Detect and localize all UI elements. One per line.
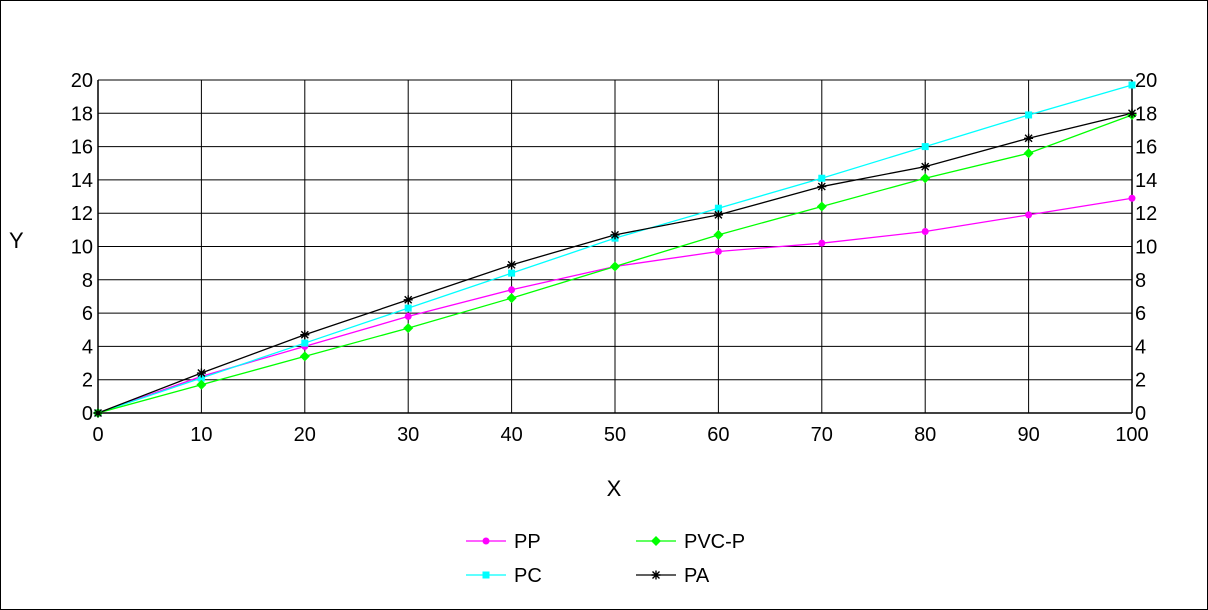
data-point-pa bbox=[610, 230, 620, 240]
data-point-pa bbox=[920, 162, 930, 172]
x-tick-label: 60 bbox=[707, 424, 729, 446]
data-point-pc bbox=[714, 204, 722, 212]
data-point-pvc-p bbox=[403, 323, 414, 334]
legend-marker-pa bbox=[651, 570, 661, 580]
legend-marker-pc bbox=[482, 571, 490, 579]
x-tick-label: 20 bbox=[294, 424, 316, 446]
y-tick-label: 4 bbox=[82, 336, 93, 358]
y-tick-label: 12 bbox=[71, 203, 93, 225]
data-point-pc bbox=[818, 174, 826, 182]
data-point-pa bbox=[196, 368, 206, 378]
y2-tick-label: 10 bbox=[1135, 237, 1157, 259]
data-point-pvc-p bbox=[196, 379, 207, 390]
y-tick-label: 10 bbox=[71, 237, 93, 259]
data-point-pp bbox=[921, 228, 929, 236]
y-tick-label: 2 bbox=[82, 370, 93, 392]
legend-label-pp: PP bbox=[514, 531, 541, 553]
y-tick-label: 6 bbox=[82, 303, 93, 325]
y2-tick-label: 18 bbox=[1135, 103, 1157, 125]
legend-label-pvc-p: PVC-P bbox=[684, 531, 745, 553]
data-point-pa bbox=[817, 182, 827, 192]
x-tick-label: 80 bbox=[914, 424, 936, 446]
data-point-pvc-p bbox=[713, 229, 724, 240]
y2-tick-label: 2 bbox=[1135, 370, 1146, 392]
data-point-pvc-p bbox=[920, 173, 931, 184]
series-markers bbox=[93, 81, 1137, 418]
data-point-pvc-p bbox=[1023, 148, 1034, 159]
data-point-pp bbox=[714, 247, 722, 255]
data-point-pp bbox=[1128, 194, 1136, 202]
data-point-pvc-p bbox=[299, 351, 310, 362]
y2-tick-label: 14 bbox=[1135, 170, 1157, 192]
data-point-pp bbox=[818, 239, 826, 247]
data-point-pc bbox=[1128, 81, 1136, 89]
data-point-pvc-p bbox=[816, 201, 827, 212]
x-tick-label: 90 bbox=[1017, 424, 1039, 446]
x-axis-title: X bbox=[607, 476, 622, 501]
x-tick-label: 70 bbox=[811, 424, 833, 446]
y-tick-label: 8 bbox=[82, 270, 93, 292]
x-tick-label: 10 bbox=[190, 424, 212, 446]
data-point-pa bbox=[403, 295, 413, 305]
y2-tick-label: 6 bbox=[1135, 303, 1146, 325]
x-tick-label: 30 bbox=[397, 424, 419, 446]
data-point-pp bbox=[1025, 211, 1033, 219]
legend-label-pa: PA bbox=[684, 565, 710, 587]
x-tick-label: 50 bbox=[604, 424, 626, 446]
y2-tick-label: 4 bbox=[1135, 336, 1146, 358]
legend: PP PC PVC-P PA bbox=[466, 531, 745, 587]
y2-tick-label: 12 bbox=[1135, 203, 1157, 225]
y2-tick-label: 8 bbox=[1135, 270, 1146, 292]
y-tick-label: 20 bbox=[71, 70, 93, 92]
data-point-pa bbox=[93, 408, 103, 418]
y-axis-title: Y bbox=[9, 228, 24, 253]
data-point-pc bbox=[301, 339, 309, 347]
data-point-pp bbox=[508, 286, 516, 294]
y-tick-label: 0 bbox=[82, 403, 93, 425]
data-point-pc bbox=[404, 304, 412, 312]
y2-tick-label: 20 bbox=[1135, 70, 1157, 92]
data-point-pa bbox=[300, 330, 310, 340]
data-point-pp bbox=[404, 312, 412, 320]
y-tick-label: 14 bbox=[71, 170, 93, 192]
data-point-pc bbox=[197, 374, 205, 382]
data-point-pc bbox=[508, 269, 516, 277]
data-point-pvc-p bbox=[506, 293, 517, 304]
y2-tick-label: 0 bbox=[1135, 403, 1146, 425]
data-point-pa bbox=[713, 210, 723, 220]
data-point-pc bbox=[1025, 111, 1033, 119]
legend-marker-pvc-p bbox=[651, 536, 661, 546]
data-point-pvc-p bbox=[610, 261, 620, 272]
legend-marker-pp bbox=[482, 537, 490, 545]
y-tick-label: 18 bbox=[71, 103, 93, 125]
data-point-pa bbox=[1024, 133, 1034, 143]
y2-tick-label: 16 bbox=[1135, 137, 1157, 159]
x-tick-label: 100 bbox=[1115, 424, 1148, 446]
x-tick-label: 40 bbox=[500, 424, 522, 446]
legend-label-pc: PC bbox=[514, 565, 542, 587]
x-tick-label: 0 bbox=[92, 424, 103, 446]
y-tick-label: 16 bbox=[71, 137, 93, 159]
data-point-pc bbox=[921, 143, 929, 151]
data-point-pa bbox=[1127, 108, 1137, 118]
data-point-pa bbox=[507, 260, 517, 270]
